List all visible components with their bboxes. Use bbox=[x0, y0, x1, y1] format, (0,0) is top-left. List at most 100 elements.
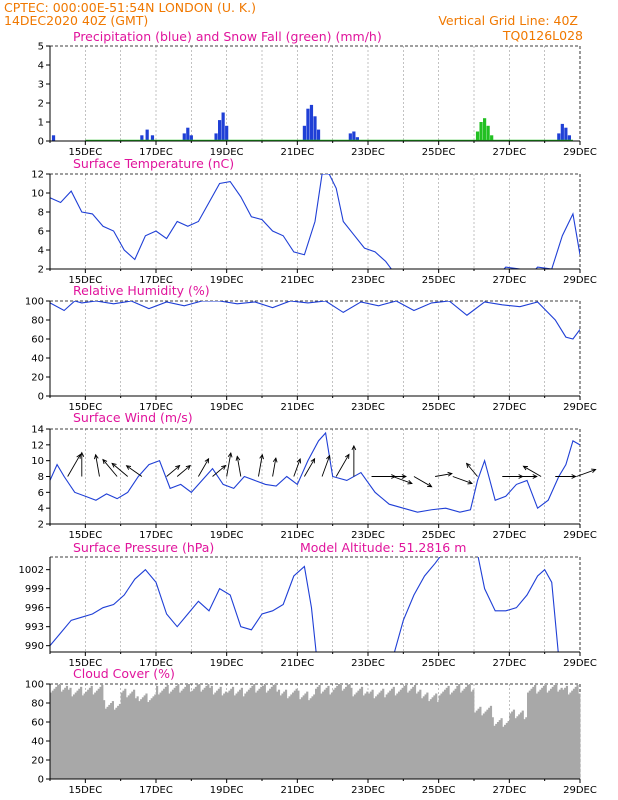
cloud-bar bbox=[141, 697, 145, 779]
cloud-bar bbox=[346, 684, 349, 779]
cloud-bar bbox=[544, 684, 547, 779]
cloud-bar bbox=[496, 722, 500, 779]
y-tick-label: 2 bbox=[38, 265, 44, 276]
cloud-bar bbox=[523, 719, 526, 779]
precip-bar bbox=[557, 133, 561, 141]
wind-arrow bbox=[523, 465, 542, 477]
x-tick-label: 23DEC bbox=[351, 402, 385, 413]
x-tick-label: 19DEC bbox=[210, 275, 244, 286]
cloud-bar bbox=[436, 702, 440, 779]
precip-bar bbox=[225, 125, 229, 141]
wind-arrow-head bbox=[221, 464, 227, 470]
wind-arrow bbox=[166, 465, 180, 477]
cloud-bar bbox=[555, 684, 558, 779]
cloud-bar bbox=[201, 689, 205, 779]
x-tick-label: 19DEC bbox=[210, 785, 244, 796]
wind-arrow-head bbox=[591, 468, 597, 474]
cloud-bar bbox=[539, 689, 542, 779]
cloud-bar bbox=[306, 691, 309, 779]
y-tick-label: 60 bbox=[31, 718, 44, 729]
wind-arrow-head bbox=[102, 458, 108, 465]
cloud-bar bbox=[230, 688, 233, 779]
y-tick-label: 10 bbox=[31, 189, 44, 200]
wind-arrow bbox=[67, 454, 81, 477]
cloud-bar bbox=[274, 684, 277, 779]
cloud-bar bbox=[110, 703, 113, 779]
wind-arrow bbox=[435, 473, 452, 477]
cloud-bar bbox=[336, 685, 339, 779]
cloud-bar bbox=[249, 687, 252, 779]
cloud-bar bbox=[378, 692, 381, 779]
precip-bar bbox=[150, 135, 155, 141]
x-tick-label: 19DEC bbox=[210, 530, 244, 541]
y-tick-label: 2 bbox=[38, 520, 44, 531]
cloud-bar bbox=[313, 694, 316, 779]
cloud-bar bbox=[350, 687, 353, 779]
y-tick-label: 6 bbox=[38, 227, 44, 238]
wind-arrow bbox=[293, 458, 301, 477]
precip-bar bbox=[214, 133, 218, 141]
cloud-bar bbox=[562, 689, 565, 779]
cloud-bar bbox=[489, 705, 493, 779]
x-tick-label: 25DEC bbox=[422, 275, 456, 286]
cloud-bar bbox=[187, 684, 190, 779]
cloud-bar bbox=[60, 691, 63, 779]
cloud-bar bbox=[332, 689, 335, 779]
cloud-bar bbox=[203, 687, 206, 779]
cloud-bar bbox=[145, 693, 148, 779]
cloud-bar bbox=[375, 696, 378, 779]
cloud-bar bbox=[267, 690, 270, 779]
cloud-bar bbox=[302, 695, 305, 779]
wind-arrow bbox=[452, 476, 473, 484]
x-tick-label: 21DEC bbox=[280, 658, 314, 669]
wind-arrow bbox=[272, 458, 277, 477]
x-tick-label: 21DEC bbox=[280, 785, 314, 796]
cloud-bar bbox=[103, 700, 106, 779]
cloud-bar bbox=[329, 694, 332, 779]
wind-arrow-head bbox=[125, 465, 132, 470]
cloud-bar bbox=[509, 713, 512, 779]
precip-bar bbox=[186, 127, 190, 141]
cloud-bar bbox=[297, 690, 300, 779]
cloud-bar bbox=[316, 686, 319, 779]
x-tick-label: 23DEC bbox=[351, 658, 385, 669]
y-tick-label: 80 bbox=[31, 699, 44, 710]
cloud-bar bbox=[474, 712, 477, 779]
cloud-bar bbox=[505, 722, 508, 779]
cloud-bar bbox=[512, 709, 516, 779]
x-tick-label: 29DEC bbox=[563, 785, 597, 796]
cloud-bar bbox=[557, 691, 560, 779]
cloud-bar bbox=[92, 694, 95, 779]
cloud-bar bbox=[279, 695, 282, 779]
cloud-bar bbox=[180, 690, 183, 779]
cloud-bar bbox=[320, 693, 323, 779]
precip-bar bbox=[218, 120, 222, 141]
x-tick-label: 17DEC bbox=[139, 275, 173, 286]
cloud-bar bbox=[327, 685, 330, 779]
wind-arrow-head bbox=[465, 462, 471, 468]
cloud-bar bbox=[567, 694, 570, 779]
x-tick-label: 27DEC bbox=[492, 658, 526, 669]
cloud-bar bbox=[318, 684, 321, 779]
x-tick-label: 21DEC bbox=[280, 530, 314, 541]
x-tick-label: 17DEC bbox=[139, 785, 173, 796]
cloud-bar bbox=[507, 721, 510, 779]
y-tick-label: 4 bbox=[38, 504, 44, 515]
cloud-bar bbox=[262, 685, 265, 779]
x-tick-label: 19DEC bbox=[210, 402, 244, 413]
cloud-bar bbox=[198, 684, 201, 779]
cloud-bar bbox=[85, 691, 88, 779]
cloud-bar bbox=[111, 701, 114, 779]
x-tick-label: 17DEC bbox=[139, 658, 173, 669]
cloud-bar bbox=[205, 685, 208, 779]
cloud-bar bbox=[390, 688, 394, 779]
x-tick-label: 17DEC bbox=[139, 530, 173, 541]
cloud-bar bbox=[479, 706, 482, 779]
cloud-bar bbox=[421, 698, 424, 779]
cloud-bar bbox=[76, 690, 79, 779]
x-tick-label: 23DEC bbox=[351, 530, 385, 541]
cloud-bar bbox=[451, 692, 454, 779]
cloud-bar bbox=[69, 687, 72, 779]
x-tick-label: 15DEC bbox=[68, 402, 102, 413]
precip-bar bbox=[140, 135, 144, 141]
